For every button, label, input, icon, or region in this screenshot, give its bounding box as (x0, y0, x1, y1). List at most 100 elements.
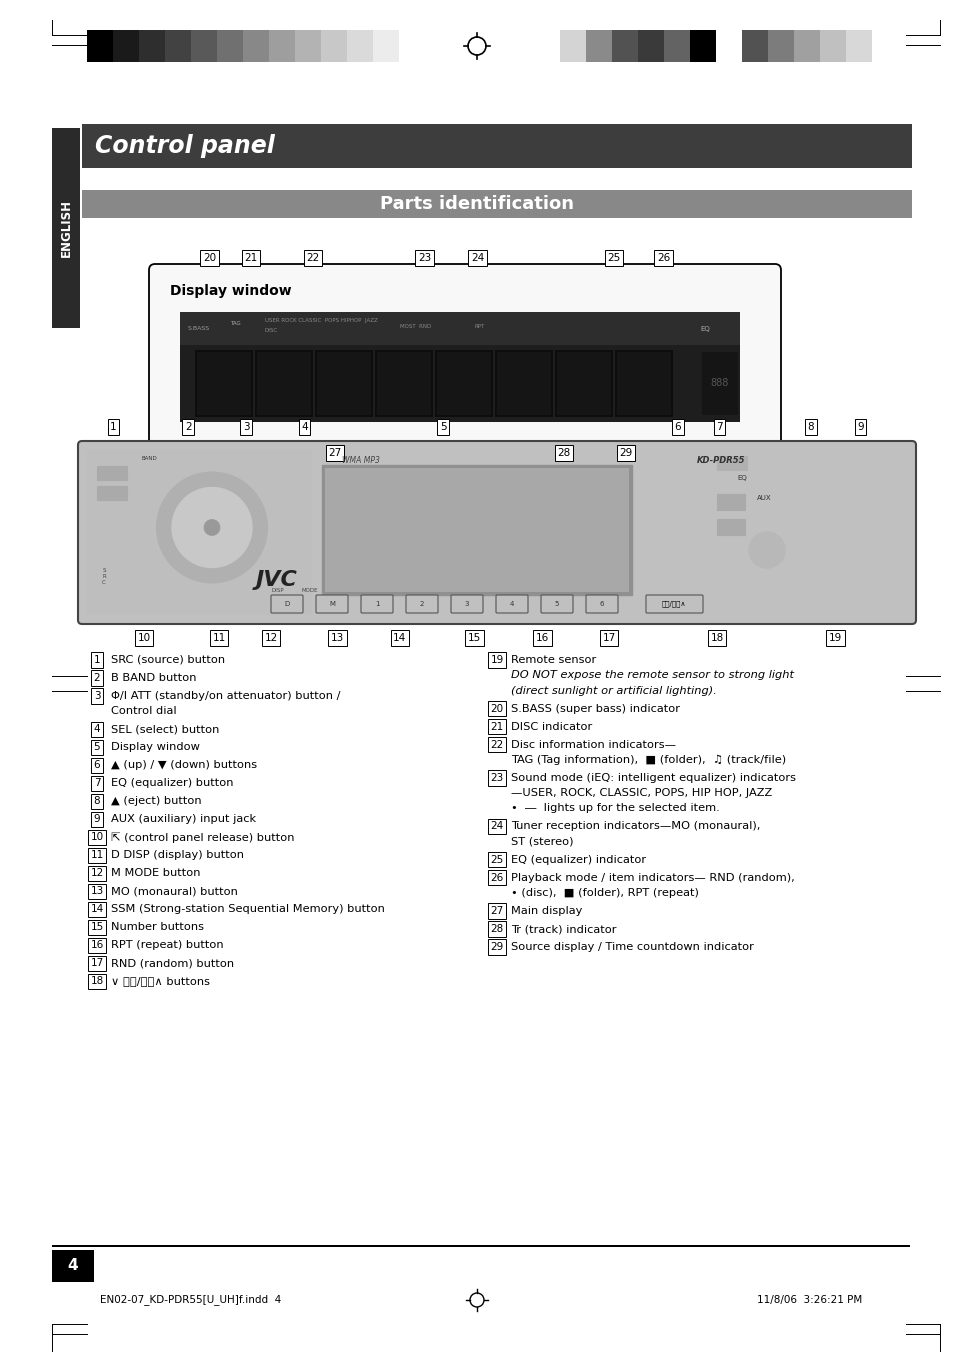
Text: DO NOT expose the remote sensor to strong light: DO NOT expose the remote sensor to stron… (511, 671, 793, 680)
Text: 9: 9 (93, 814, 100, 825)
Text: Sound mode (iEQ: intelligent equalizer) indicators: Sound mode (iEQ: intelligent equalizer) … (511, 773, 795, 783)
Text: 7: 7 (93, 779, 100, 788)
Text: 4: 4 (509, 602, 514, 607)
Text: 4: 4 (68, 1259, 78, 1274)
Text: EQ: EQ (737, 475, 746, 481)
Bar (180, 312, 740, 345)
FancyBboxPatch shape (78, 441, 915, 625)
Bar (617, 352, 670, 415)
Text: 11: 11 (91, 850, 104, 860)
Text: 28: 28 (490, 925, 503, 934)
Text: S.BASS: S.BASS (188, 326, 210, 331)
Text: Parts identification: Parts identification (379, 195, 574, 214)
Text: D DISP (display) button: D DISP (display) button (111, 850, 244, 860)
Bar (139, 30, 165, 62)
Bar (612, 30, 638, 62)
Text: KD-PDR55: KD-PDR55 (697, 456, 744, 465)
Text: 13: 13 (331, 633, 344, 644)
Bar (194, 350, 253, 416)
Bar (180, 312, 740, 422)
Text: Number buttons: Number buttons (111, 922, 204, 933)
Text: D: D (284, 602, 290, 607)
Text: 5: 5 (439, 422, 446, 433)
Text: WMA MP3: WMA MP3 (341, 456, 379, 465)
Text: • (disc),  ■ (folder), RPT (repeat): • (disc), ■ (folder), RPT (repeat) (511, 888, 699, 898)
Bar (196, 352, 251, 415)
Text: 23: 23 (417, 253, 431, 264)
Bar (820, 30, 845, 62)
Bar (398, 30, 424, 62)
Text: 26: 26 (656, 253, 669, 264)
Text: 19: 19 (828, 633, 841, 644)
Text: 17: 17 (601, 633, 615, 644)
Text: 26: 26 (490, 873, 503, 883)
Text: Display window: Display window (111, 742, 200, 752)
Text: 18: 18 (710, 633, 722, 644)
Text: MOST  RND: MOST RND (399, 324, 431, 329)
Text: EQ (equalizer) indicator: EQ (equalizer) indicator (511, 854, 645, 865)
Bar (52, 1251, 94, 1282)
Bar (845, 30, 871, 62)
Text: M MODE button: M MODE button (111, 868, 200, 879)
Bar (495, 350, 553, 416)
Bar (555, 350, 613, 416)
Text: Remote sensor: Remote sensor (511, 654, 596, 665)
Text: 14: 14 (393, 633, 406, 644)
Text: Φ/I ATT (standby/on attenuator) button /: Φ/I ATT (standby/on attenuator) button / (111, 691, 340, 700)
Text: Playback mode / item indicators— RND (random),: Playback mode / item indicators— RND (ra… (511, 873, 794, 883)
Text: S.BASS (super bass) indicator: S.BASS (super bass) indicator (511, 703, 679, 714)
Bar (82, 124, 911, 168)
Text: 16: 16 (91, 940, 104, 950)
Bar (112, 30, 139, 62)
Text: 27: 27 (490, 906, 503, 917)
Bar (497, 352, 551, 415)
Bar (638, 30, 663, 62)
Bar (373, 30, 398, 62)
Bar (316, 352, 371, 415)
Bar (741, 30, 767, 62)
Bar (97, 485, 127, 500)
Text: 2: 2 (93, 673, 100, 683)
Bar (243, 30, 269, 62)
Text: 6: 6 (599, 602, 603, 607)
Text: AUX: AUX (757, 495, 771, 502)
Bar (269, 30, 294, 62)
Text: 24: 24 (470, 253, 483, 264)
Circle shape (157, 472, 267, 583)
Text: SSM (Strong-station Sequential Memory) button: SSM (Strong-station Sequential Memory) b… (111, 904, 384, 914)
Bar (82, 191, 911, 218)
Bar (436, 352, 491, 415)
Text: 18: 18 (91, 976, 104, 987)
Text: EQ (equalizer) button: EQ (equalizer) button (111, 779, 233, 788)
Text: Control dial: Control dial (111, 706, 176, 717)
Bar (559, 30, 585, 62)
Bar (689, 30, 716, 62)
Text: ∨ ⏪⏪/⏩⏩∧ buttons: ∨ ⏪⏪/⏩⏩∧ buttons (111, 976, 210, 987)
Text: 5: 5 (555, 602, 558, 607)
Text: EQ: EQ (700, 326, 709, 331)
Text: DISC: DISC (265, 329, 278, 333)
FancyBboxPatch shape (585, 595, 618, 612)
Bar (663, 30, 689, 62)
Text: 1: 1 (93, 654, 100, 665)
Text: SEL (select) button: SEL (select) button (111, 725, 219, 734)
Text: 27: 27 (328, 448, 341, 458)
Text: (direct sunlight or artificial lighting).: (direct sunlight or artificial lighting)… (511, 685, 716, 695)
Text: 16: 16 (536, 633, 549, 644)
Text: 20: 20 (203, 253, 216, 264)
Text: RPT: RPT (475, 324, 485, 329)
Text: ST (stereo): ST (stereo) (511, 837, 573, 846)
Text: ▲ (up) / ▼ (down) buttons: ▲ (up) / ▼ (down) buttons (111, 760, 257, 771)
FancyBboxPatch shape (540, 595, 573, 612)
Text: Disc information indicators—: Disc information indicators— (511, 740, 676, 749)
Bar (87, 30, 112, 62)
Text: ⏪⏪/⏩⏩∧: ⏪⏪/⏩⏩∧ (661, 600, 685, 607)
Text: AUX (auxiliary) input jack: AUX (auxiliary) input jack (111, 814, 255, 825)
Text: 19: 19 (490, 654, 503, 665)
Text: TAG: TAG (230, 320, 240, 326)
Bar (322, 465, 631, 595)
Bar (216, 30, 243, 62)
Text: Display window: Display window (170, 284, 292, 297)
Text: 21: 21 (490, 722, 503, 731)
Text: 1: 1 (375, 602, 379, 607)
